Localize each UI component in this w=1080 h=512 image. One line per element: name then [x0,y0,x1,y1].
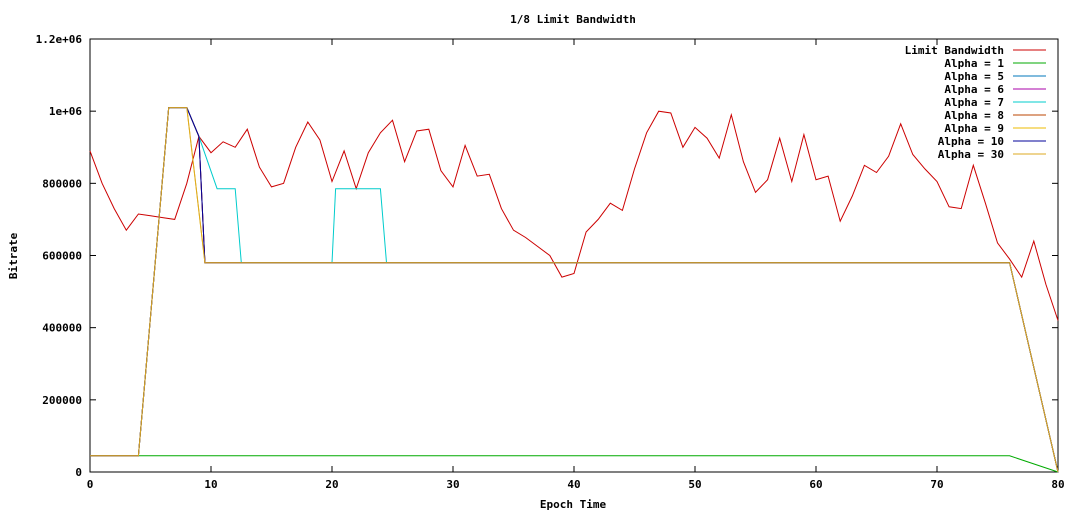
legend-label-limit-bandwidth: Limit Bandwidth [905,44,1004,57]
legend-label-alpha-1: Alpha = 1 [944,57,1004,70]
legend-label-alpha-6: Alpha = 6 [944,83,1004,96]
y-tick-label: 200000 [42,394,82,407]
series-line-alpha-6 [90,107,1059,473]
legend-label-alpha-30: Alpha = 30 [938,148,1004,161]
y-tick-label: 800000 [42,177,82,190]
chart-title: 1/8 Limit Bandwidth [510,13,636,26]
y-tick-label: 400000 [42,322,82,335]
series-lines [89,107,1059,473]
legend-label-alpha-7: Alpha = 7 [944,96,1004,109]
legend-label-alpha-5: Alpha = 5 [944,70,1004,83]
x-tick-label: 70 [930,478,943,491]
y-tick-label: 600000 [42,250,82,263]
series-line-alpha-30 [90,107,1059,473]
y-axis-label: Bitrate [7,232,20,279]
x-tick-label: 10 [204,478,217,491]
series-line-alpha-10 [90,107,1059,473]
x-tick-label: 50 [688,478,701,491]
x-tick-label: 60 [809,478,822,491]
series-line-alpha-7 [90,107,1059,473]
x-axis-label: Epoch Time [540,498,607,511]
x-tick-label: 0 [87,478,94,491]
y-tick-label: 0 [75,466,82,479]
y-tick-label: 1e+06 [49,105,82,118]
plot-frame [89,38,1059,473]
x-tick-label: 80 [1051,478,1064,491]
legend-label-alpha-9: Alpha = 9 [944,122,1004,135]
x-tick-label: 30 [446,478,459,491]
axis-ticks: 0 10 20 30 40 50 60 70 80 0 200000 400000 600000 8000… [36,33,1065,491]
series-line-alpha-5 [90,107,1059,473]
series-line-alpha-9 [90,107,1059,473]
series-line-alpha-8 [90,107,1059,473]
x-tick-label: 40 [567,478,580,491]
series-line-limit-bandwidth [89,110,1059,321]
legend-label-alpha-10: Alpha = 10 [938,135,1004,148]
legend-label-alpha-8: Alpha = 8 [944,109,1004,122]
y-tick-label: 1.2e+06 [36,33,83,46]
x-tick-label: 20 [325,478,338,491]
